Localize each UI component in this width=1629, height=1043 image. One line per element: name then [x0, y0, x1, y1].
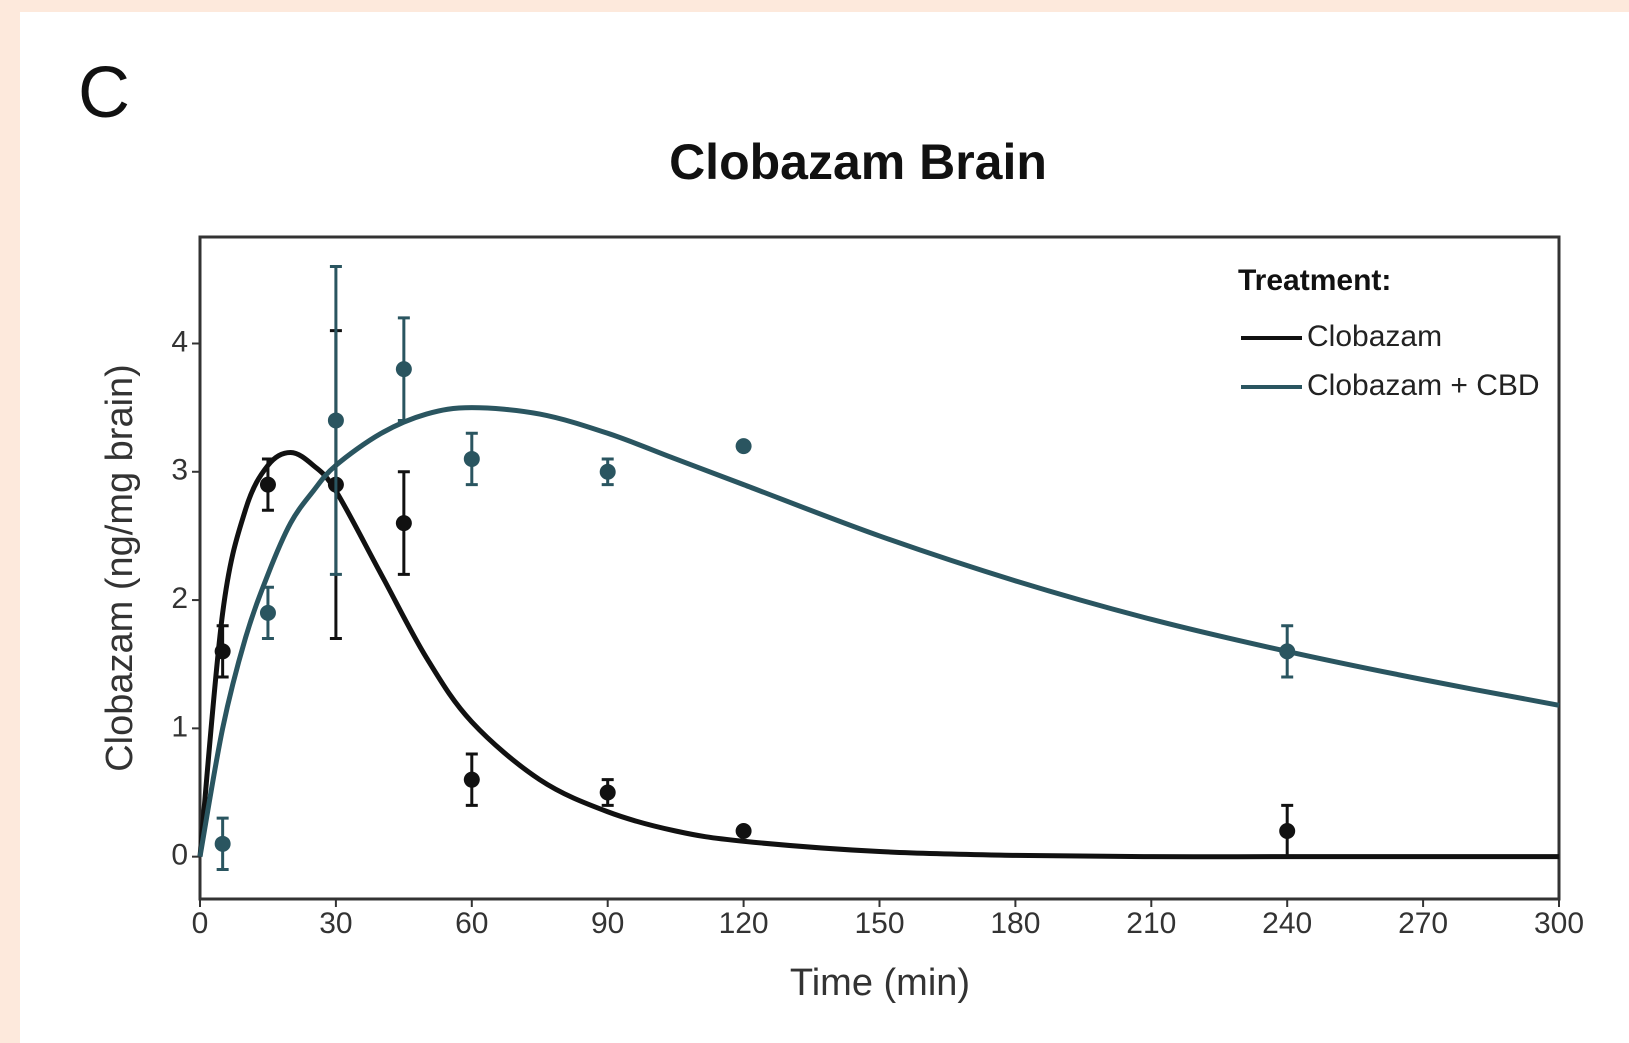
y-tick-label: 4: [171, 325, 188, 358]
chart-title: Clobazam Brain: [669, 134, 1047, 190]
data-point: [463, 771, 480, 788]
x-tick-label: 240: [1262, 907, 1312, 940]
x-tick-label: 0: [192, 907, 209, 940]
data-point: [395, 515, 412, 532]
legend-label: Clobazam + CBD: [1307, 369, 1540, 402]
y-axis-label: Clobazam (ng/mg brain): [99, 364, 141, 772]
panel-label: C: [78, 53, 130, 133]
x-axis-label: Time (min): [790, 962, 970, 1004]
y-tick-label: 1: [171, 710, 188, 743]
data-point: [599, 463, 616, 480]
x-tick-label: 210: [1126, 907, 1176, 940]
x-tick-label: 150: [854, 907, 904, 940]
fit-curve: [197, 450, 1559, 860]
data-point: [1279, 823, 1296, 840]
y-tick-label: 0: [171, 839, 188, 872]
x-tick-label: 30: [319, 907, 352, 940]
y-tick-label: 3: [171, 454, 188, 487]
data-point: [395, 361, 412, 378]
x-tick-label: 270: [1398, 907, 1448, 940]
y-tick-label: 2: [171, 582, 188, 615]
data-point: [1279, 643, 1296, 660]
fit-curve: [197, 405, 1560, 858]
data-point: [463, 450, 480, 467]
data-point: [214, 643, 231, 660]
data-point: [327, 412, 344, 429]
x-tick-label: 90: [591, 907, 624, 940]
data-point: [259, 476, 276, 493]
x-tick-label: 180: [990, 907, 1040, 940]
data-point: [735, 823, 752, 840]
x-tick-label: 300: [1534, 907, 1584, 940]
data-point: [735, 438, 752, 455]
x-tick-label: 120: [719, 907, 769, 940]
legend-title: Treatment:: [1238, 264, 1391, 297]
data-point: [599, 784, 616, 801]
data-point: [214, 835, 231, 852]
x-tick-label: 60: [455, 907, 488, 940]
data-point: [259, 604, 276, 621]
legend-label: Clobazam: [1307, 320, 1442, 353]
